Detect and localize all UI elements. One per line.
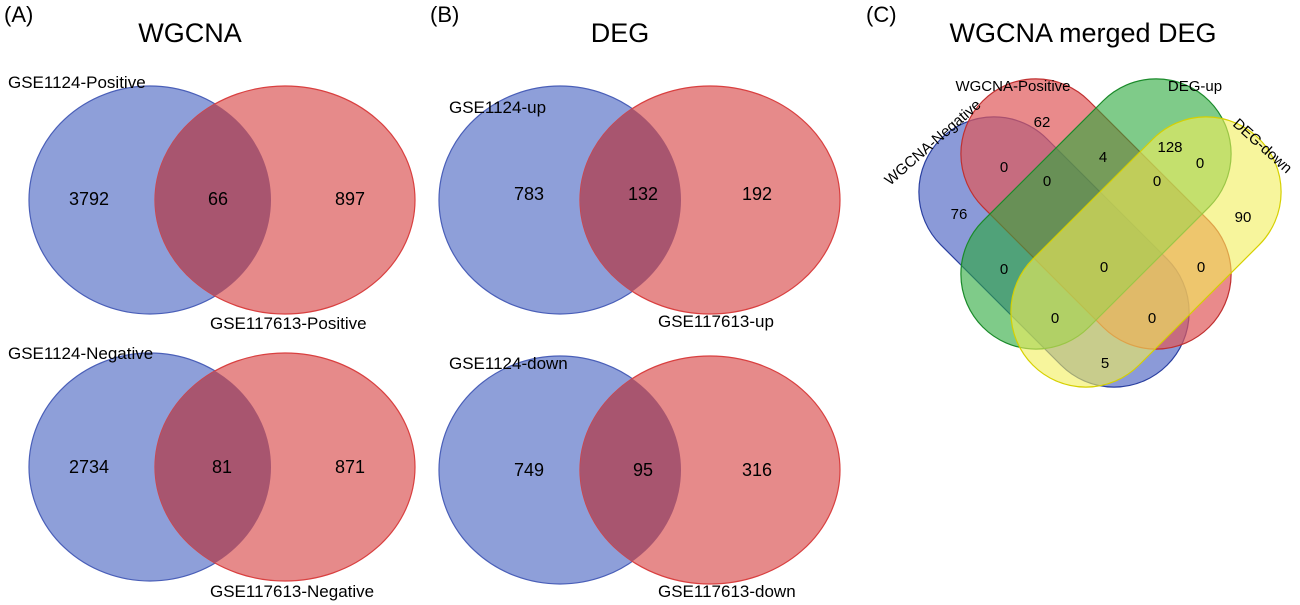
count-right-only: 871 [335, 457, 365, 477]
count-left-only: 783 [514, 184, 544, 204]
count-up-only: 128 [1157, 139, 1182, 156]
count-neg-down: 5 [1101, 355, 1109, 372]
count-right-only: 897 [335, 189, 365, 209]
count-both: 132 [628, 184, 658, 204]
count-pos-down: 0 [1197, 259, 1205, 276]
venn4 [918, 78, 1282, 388]
overlap-region [580, 86, 681, 314]
panel-a-title: WGCNA [138, 18, 242, 48]
panel-a: (A) WGCNA GSE1124-Positive GSE117613-Pos… [4, 2, 416, 601]
set-label: GSE117613-down [658, 582, 796, 601]
venn-a-negative: GSE1124-Negative GSE117613-Negative 2734… [8, 344, 416, 601]
set-label: GSE1124-Positive [8, 73, 146, 92]
set-label: GSE117613-up [658, 312, 774, 331]
count-left-only: 2734 [69, 457, 109, 477]
count-neg-pos: 0 [1000, 159, 1008, 176]
count-left-only: 3792 [69, 189, 109, 209]
overlap-region [155, 86, 271, 314]
count-both: 66 [208, 189, 228, 209]
overlap-region [155, 353, 271, 581]
overlap-region [580, 356, 681, 584]
set-label: GSE117613-Positive [210, 314, 367, 333]
count-left-only: 749 [514, 460, 544, 480]
count-neg-up: 0 [1000, 261, 1008, 278]
set-deg-down-shape [1010, 116, 1282, 388]
panel-c-title: WGCNA merged DEG [949, 18, 1216, 48]
count-up-down: 0 [1196, 155, 1204, 172]
panel-c-letter: (C) [866, 2, 897, 27]
count-both: 95 [633, 460, 653, 480]
count-pos-up: 4 [1099, 149, 1107, 166]
venn-b-up: GSE1124-up GSE117613-up 783 132 192 [438, 85, 841, 331]
venn-b-down: GSE1124-down GSE117613-down 749 95 316 [438, 354, 841, 601]
set-label: DEG-up [1168, 78, 1222, 95]
count-neg-pos-up: 0 [1043, 173, 1051, 190]
set-label: GSE117613-Negative [210, 582, 374, 601]
count-all-four: 0 [1100, 259, 1108, 276]
count-down-only: 90 [1235, 209, 1252, 226]
count-right-only: 192 [742, 184, 772, 204]
count-pos-up-down: 0 [1153, 173, 1161, 190]
panel-a-letter: (A) [4, 2, 33, 27]
count-neg-pos-down: 0 [1148, 310, 1156, 327]
set-label: GSE1124-down [449, 354, 568, 373]
count-positive-only: 62 [1034, 114, 1051, 131]
panel-b-title: DEG [591, 18, 650, 48]
count-both: 81 [212, 457, 232, 477]
panel-b-letter: (B) [430, 2, 459, 27]
count-negative-only: 76 [951, 206, 968, 223]
set-label: GSE1124-up [449, 98, 546, 117]
venn-a-positive: GSE1124-Positive GSE117613-Positive 3792… [8, 73, 416, 333]
count-right-only: 316 [742, 460, 772, 480]
panel-c: (C) WGCNA merged DEG WGCNA-Positive DEG-… [866, 2, 1295, 388]
count-neg-up-down: 0 [1051, 310, 1059, 327]
panel-b: (B) DEG GSE1124-up GSE117613-up 783 132 … [430, 2, 841, 601]
set-label: GSE1124-Negative [8, 344, 153, 363]
set-label: WGCNA-Positive [955, 78, 1070, 95]
